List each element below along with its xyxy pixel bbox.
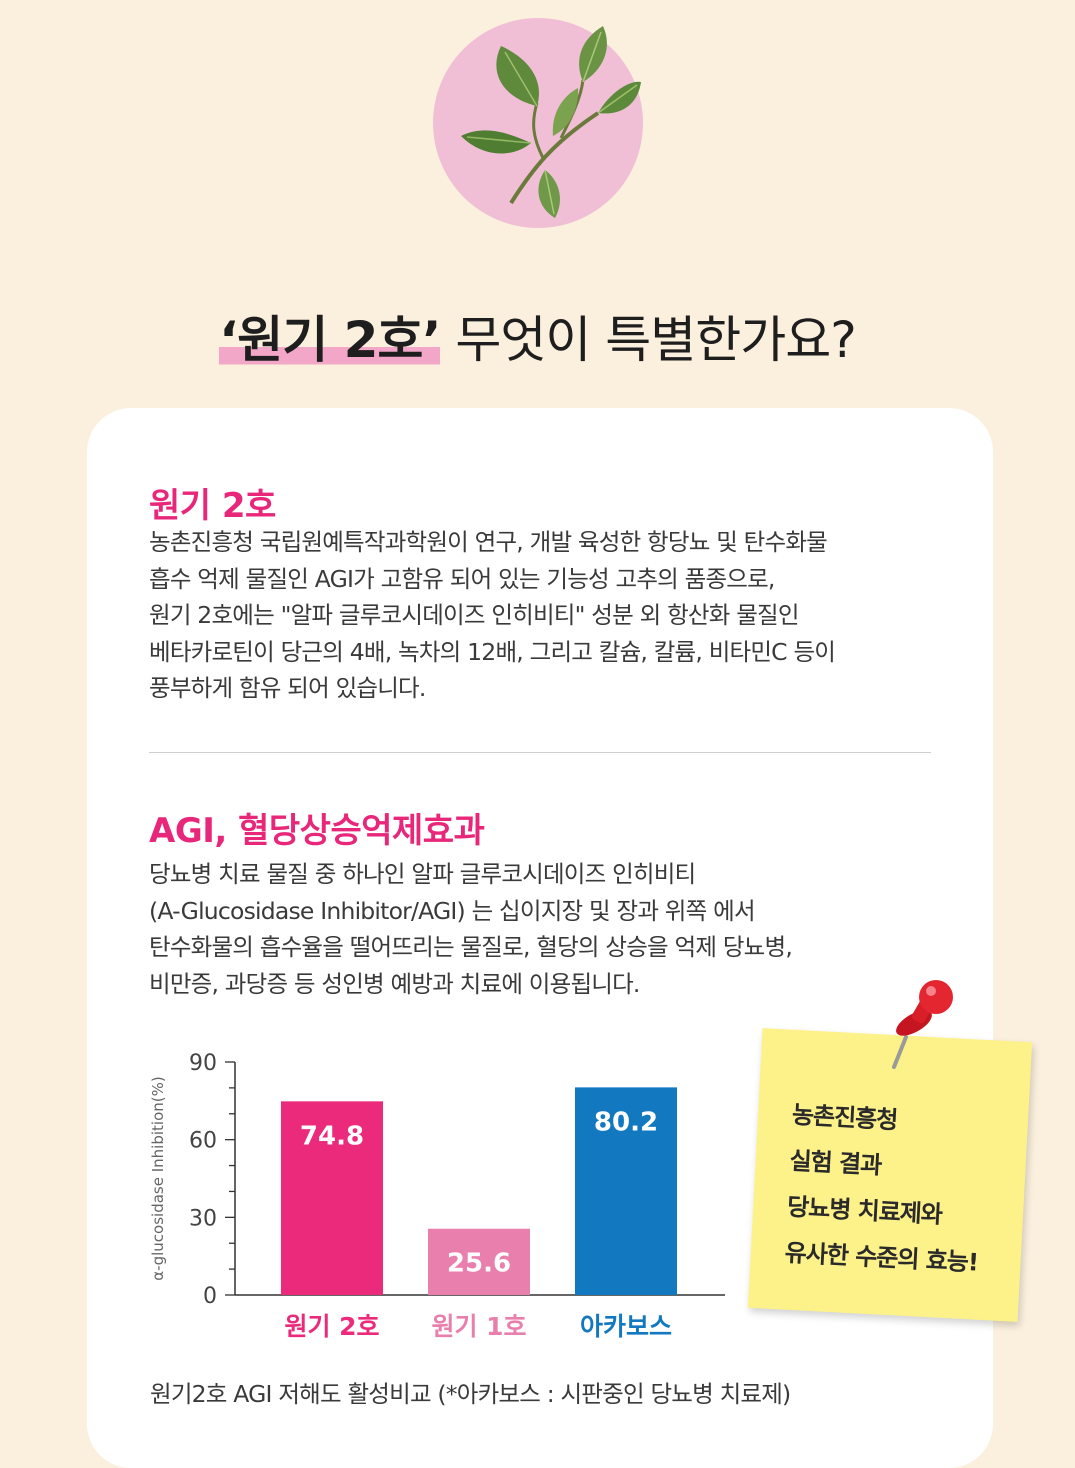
content-card: 원기 2호 농촌진흥청 국립원예특작과학원이 연구, 개발 육성한 항당뇨 및 … <box>87 408 993 1468</box>
y-tick-label: 0 <box>203 1284 217 1309</box>
y-tick-label: 60 <box>189 1129 217 1154</box>
bar-value-label: 25.6 <box>447 1249 511 1279</box>
category-label: 원기 2호 <box>284 1312 379 1341</box>
section1-line: 원기 2호에는 "알파 글루코시데이즈 인히비티" 성분 외 항산화 물질인 <box>149 601 799 629</box>
chart-bar <box>575 1087 677 1295</box>
chart-bar <box>428 1228 530 1295</box>
agi-bar-chart: 0 30 60 90 α-glucosidase Inhibition(%) 74.8 원기… <box>149 1051 725 1341</box>
page-headline: ‘원기 2호’ 무엇이 특별한가요? <box>0 300 1075 372</box>
note-line: 유사한 수준의 효능! <box>784 1238 979 1277</box>
y-tick-label: 30 <box>189 1206 217 1231</box>
section1-line: 풍부하게 함유 되어 있습니다. <box>149 674 426 702</box>
chart-caption: 원기2호 AGI 저해도 활성비교 (*아카보스 : 시판중인 당뇨병 치료제) <box>150 1380 791 1408</box>
section2-line: 탄수화물의 흡수율을 떨어뜨리는 물질로, 혈당의 상승을 억제 당뇨병, <box>149 933 793 961</box>
hero-illustration <box>433 18 643 228</box>
section1-line: 베타카로틴이 당근의 4배, 녹차의 12배, 그리고 칼슘, 칼륨, 비타민C… <box>149 637 836 666</box>
category-label: 아카보스 <box>580 1312 672 1341</box>
section2-line: (A-Glucosidase Inhibitor/AGI) 는 십이지장 및 장… <box>149 896 756 925</box>
y-tick-label: 90 <box>189 1051 217 1076</box>
section2-body: 당뇨병 치료 물질 중 하나인 알파 글루코시데이즈 인히비티 (A-Gluco… <box>149 856 793 1002</box>
section2-line: 당뇨병 치료 물질 중 하나인 알파 글루코시데이즈 인히비티 <box>149 860 696 888</box>
section2-title: AGI, 혈당상승억제효과 <box>149 811 485 851</box>
sticky-note-text: 농촌진흥청 실험 결과 당뇨병 치료제와 유사한 수준의 효능! <box>784 1092 987 1286</box>
category-label: 원기 1호 <box>431 1312 526 1341</box>
section1-line: 농촌진흥청 국립원예특작과학원이 연구, 개발 육성한 항당뇨 및 탄수화물 <box>149 528 828 556</box>
section1-line: 흡수 억제 물질인 AGI가 고함유 되어 있는 기능성 고추의 품종으로, <box>149 564 775 593</box>
leaf-icon <box>461 26 641 218</box>
push-pin-icon <box>892 980 953 1069</box>
y-axis-label: α-glucosidase Inhibition(%) <box>149 1076 167 1280</box>
section2-line: 비만증, 과당증 등 성인병 예방과 치료에 이용됩니다. <box>149 969 640 998</box>
section1-title: 원기 2호 <box>149 486 276 526</box>
section-divider <box>149 752 931 753</box>
headline-rest: 무엇이 특별한가요? <box>440 311 856 369</box>
bar-value-label: 80.2 <box>594 1107 658 1137</box>
headline-highlight: ‘원기 2호’ <box>219 311 441 369</box>
section1-body: 농촌진흥청 국립원예특작과학원이 연구, 개발 육성한 항당뇨 및 탄수화물 흡… <box>149 524 836 707</box>
chart-bar <box>281 1101 383 1295</box>
bar-value-label: 74.8 <box>300 1121 364 1151</box>
